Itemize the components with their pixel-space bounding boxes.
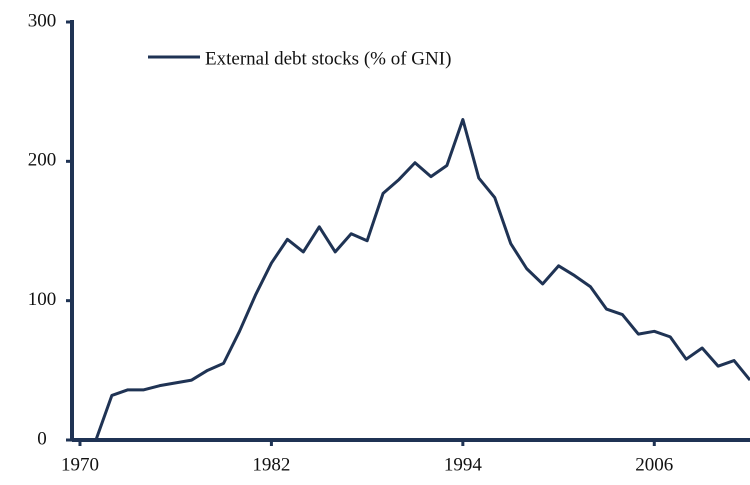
y-tick-label: 100 [28, 289, 57, 310]
x-tick-label: 1994 [444, 454, 483, 475]
y-tick-label: 200 [28, 150, 57, 171]
x-tick-label: 2006 [635, 454, 673, 475]
legend-label: External debt stocks (% of GNI) [205, 48, 451, 69]
y-tick-label: 0 [37, 428, 47, 449]
data-line [94, 118, 750, 441]
x-tick-label: 1982 [252, 454, 290, 475]
y-tick-label: 300 [28, 10, 57, 31]
x-tick-label: 1970 [61, 454, 99, 475]
